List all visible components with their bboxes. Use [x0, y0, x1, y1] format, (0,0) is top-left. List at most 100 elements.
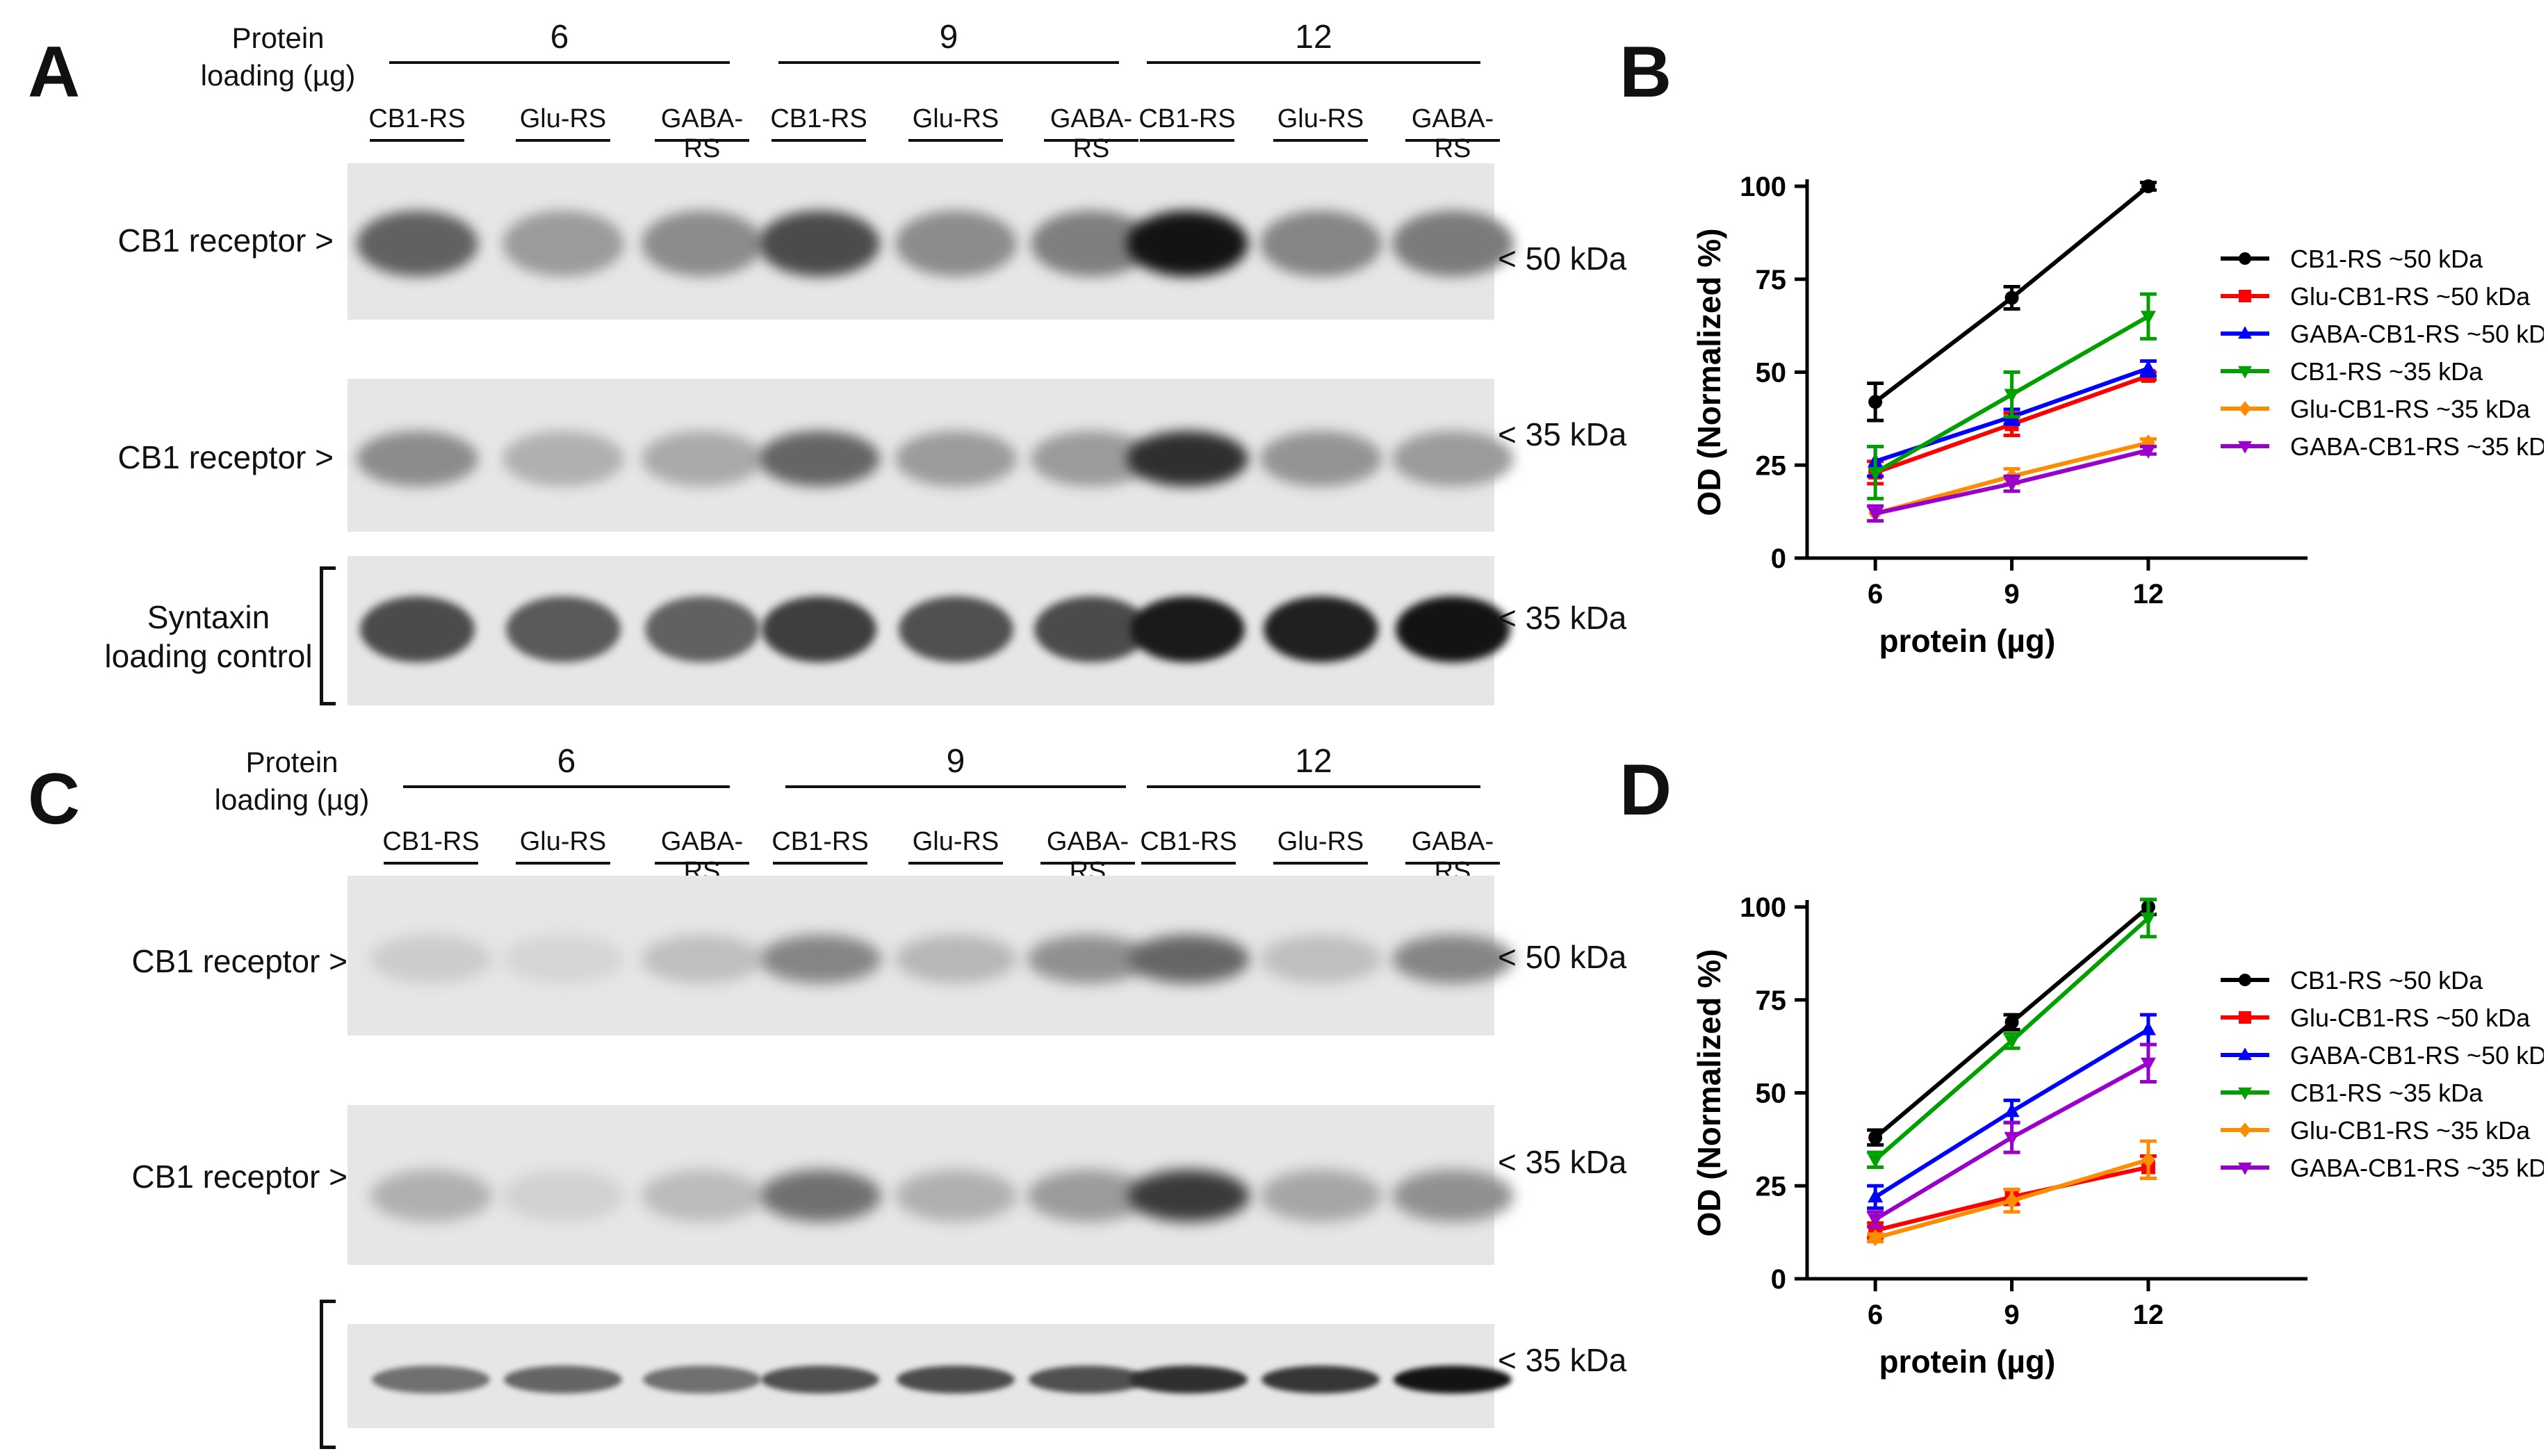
protein-band	[1395, 596, 1510, 662]
protein-band	[759, 1169, 881, 1222]
data-point	[2238, 326, 2252, 339]
protein-band	[505, 596, 621, 662]
panel-letter-a: A	[28, 32, 81, 113]
bracket	[320, 1300, 336, 1449]
lane-label: GABA-RS	[1050, 104, 1133, 163]
blot-strip	[348, 1324, 1512, 1428]
loading-group-line	[778, 61, 1119, 64]
protein-band	[641, 210, 763, 277]
loading-group-line	[1147, 785, 1480, 788]
x-tick-label: 9	[2004, 579, 2019, 610]
lane-label: CB1-RS	[771, 827, 869, 856]
protein-band	[1259, 210, 1382, 277]
legend-entry: CB1-RS ~35 kDa	[2290, 1079, 2483, 1107]
lane-underline	[1044, 139, 1138, 142]
legend-entry: CB1-RS ~35 kDa	[2290, 357, 2483, 386]
line-chart-d: 0 25 50 75 100 6 9 12 protein (µg) OD (Normalized…	[1691, 892, 2544, 1380]
y-axis-label: OD (Normalized %)	[1691, 228, 1727, 516]
x-tick-label: 9	[2004, 1300, 2019, 1330]
protein-band	[1391, 210, 1514, 277]
y-tick-label: 100	[1740, 892, 1786, 923]
y-tick-label: 50	[1756, 358, 1787, 388]
lane-label: GABA-RS	[660, 104, 744, 163]
lane-underline	[370, 139, 464, 142]
protein-loading-header: Protein loading (µg)	[214, 746, 370, 816]
data-point	[2140, 311, 2156, 325]
lane-label: CB1-RS	[368, 104, 466, 133]
blot-strip	[348, 1105, 1514, 1265]
loading-group-6: 6	[557, 743, 576, 780]
protein-band	[761, 596, 876, 662]
protein-band	[502, 1169, 624, 1222]
protein-band	[1391, 935, 1514, 983]
protein-band	[898, 596, 1013, 662]
lane-underline	[655, 862, 749, 865]
loading-group-line	[389, 61, 730, 64]
y-tick-label: 100	[1740, 172, 1786, 202]
lane-label: Glu-RS	[912, 104, 999, 133]
lane-label: Glu-RS	[1277, 827, 1364, 856]
legend-entry: CB1-RS ~50 kDa	[2290, 966, 2483, 995]
kda-marker: < 50 kDa	[1498, 240, 1627, 277]
x-axis-label: protein (µg)	[1879, 623, 2055, 659]
loading-group-line	[403, 785, 730, 788]
data-point	[2238, 366, 2252, 379]
legend-entry: Glu-CB1-RS ~35 kDa	[2290, 395, 2531, 423]
lane-label: CB1-RS	[1140, 827, 1237, 856]
kda-marker: < 35 kDa	[1498, 1342, 1627, 1378]
loading-group-line	[785, 785, 1126, 788]
lane-underline	[516, 139, 610, 142]
lane-underline	[1273, 862, 1368, 865]
protein-band	[895, 210, 1017, 277]
protein-band	[1127, 935, 1250, 983]
panel-letter-b: B	[1619, 32, 1672, 113]
protein-band	[897, 1366, 1015, 1393]
y-tick-label: 75	[1756, 265, 1787, 295]
data-point	[1868, 1213, 1884, 1228]
protein-band	[1129, 596, 1245, 662]
protein-band	[1126, 431, 1248, 486]
lane-underline	[773, 862, 867, 865]
kda-marker: < 35 kDa	[1498, 416, 1627, 452]
lane-label: Glu-RS	[519, 827, 607, 856]
legend-entry: Glu-CB1-RS ~50 kDa	[2290, 282, 2531, 311]
data-point	[1868, 1154, 1884, 1168]
y-tick-label: 25	[1756, 450, 1787, 481]
row-label: CB1 receptor >	[131, 1159, 348, 1195]
lane-label: CB1-RS	[1138, 104, 1236, 133]
row-label: CB1 receptor >	[117, 222, 334, 259]
data-point	[1868, 1188, 1884, 1203]
data-point	[2140, 444, 2156, 459]
lane-underline	[771, 139, 866, 142]
lane-underline	[908, 139, 1003, 142]
loading-group-line	[1147, 61, 1480, 64]
blot-strip	[348, 163, 1514, 320]
data-point	[2004, 1131, 2020, 1146]
protein-band	[1261, 1366, 1380, 1393]
protein-band	[502, 935, 624, 983]
protein-band	[1259, 935, 1382, 983]
data-point	[2239, 252, 2251, 265]
lane-label: Glu-RS	[519, 104, 607, 133]
protein-band	[370, 1169, 492, 1222]
legend-entry: Glu-CB1-RS ~35 kDa	[2290, 1116, 2531, 1145]
lane-label: Glu-RS	[1277, 104, 1364, 133]
x-tick-label: 12	[2133, 579, 2164, 610]
lane-underline	[516, 862, 610, 865]
protein-band	[1126, 210, 1248, 277]
protein-band	[641, 1169, 763, 1222]
data-point	[2239, 1011, 2251, 1024]
legend-entry: GABA-CB1-RS ~50 kDa	[2290, 320, 2544, 348]
y-tick-label: 25	[1756, 1171, 1787, 1202]
row-label: CB1 receptor >	[117, 439, 334, 475]
protein-band	[1259, 1169, 1382, 1222]
legend-entry: Glu-CB1-RS ~50 kDa	[2290, 1004, 2531, 1032]
data-point	[2239, 401, 2251, 416]
legend-entry: GABA-CB1-RS ~35 kDa	[2290, 1154, 2544, 1182]
data-point	[2239, 974, 2251, 986]
data-point	[2004, 1192, 2019, 1209]
line-chart-b: 0 25 50 75 100 6 9 12 protein (µg) OD (Normalized…	[1691, 172, 2544, 659]
protein-band	[1034, 596, 1149, 662]
y-axis-label: OD (Normalized %)	[1691, 949, 1727, 1236]
